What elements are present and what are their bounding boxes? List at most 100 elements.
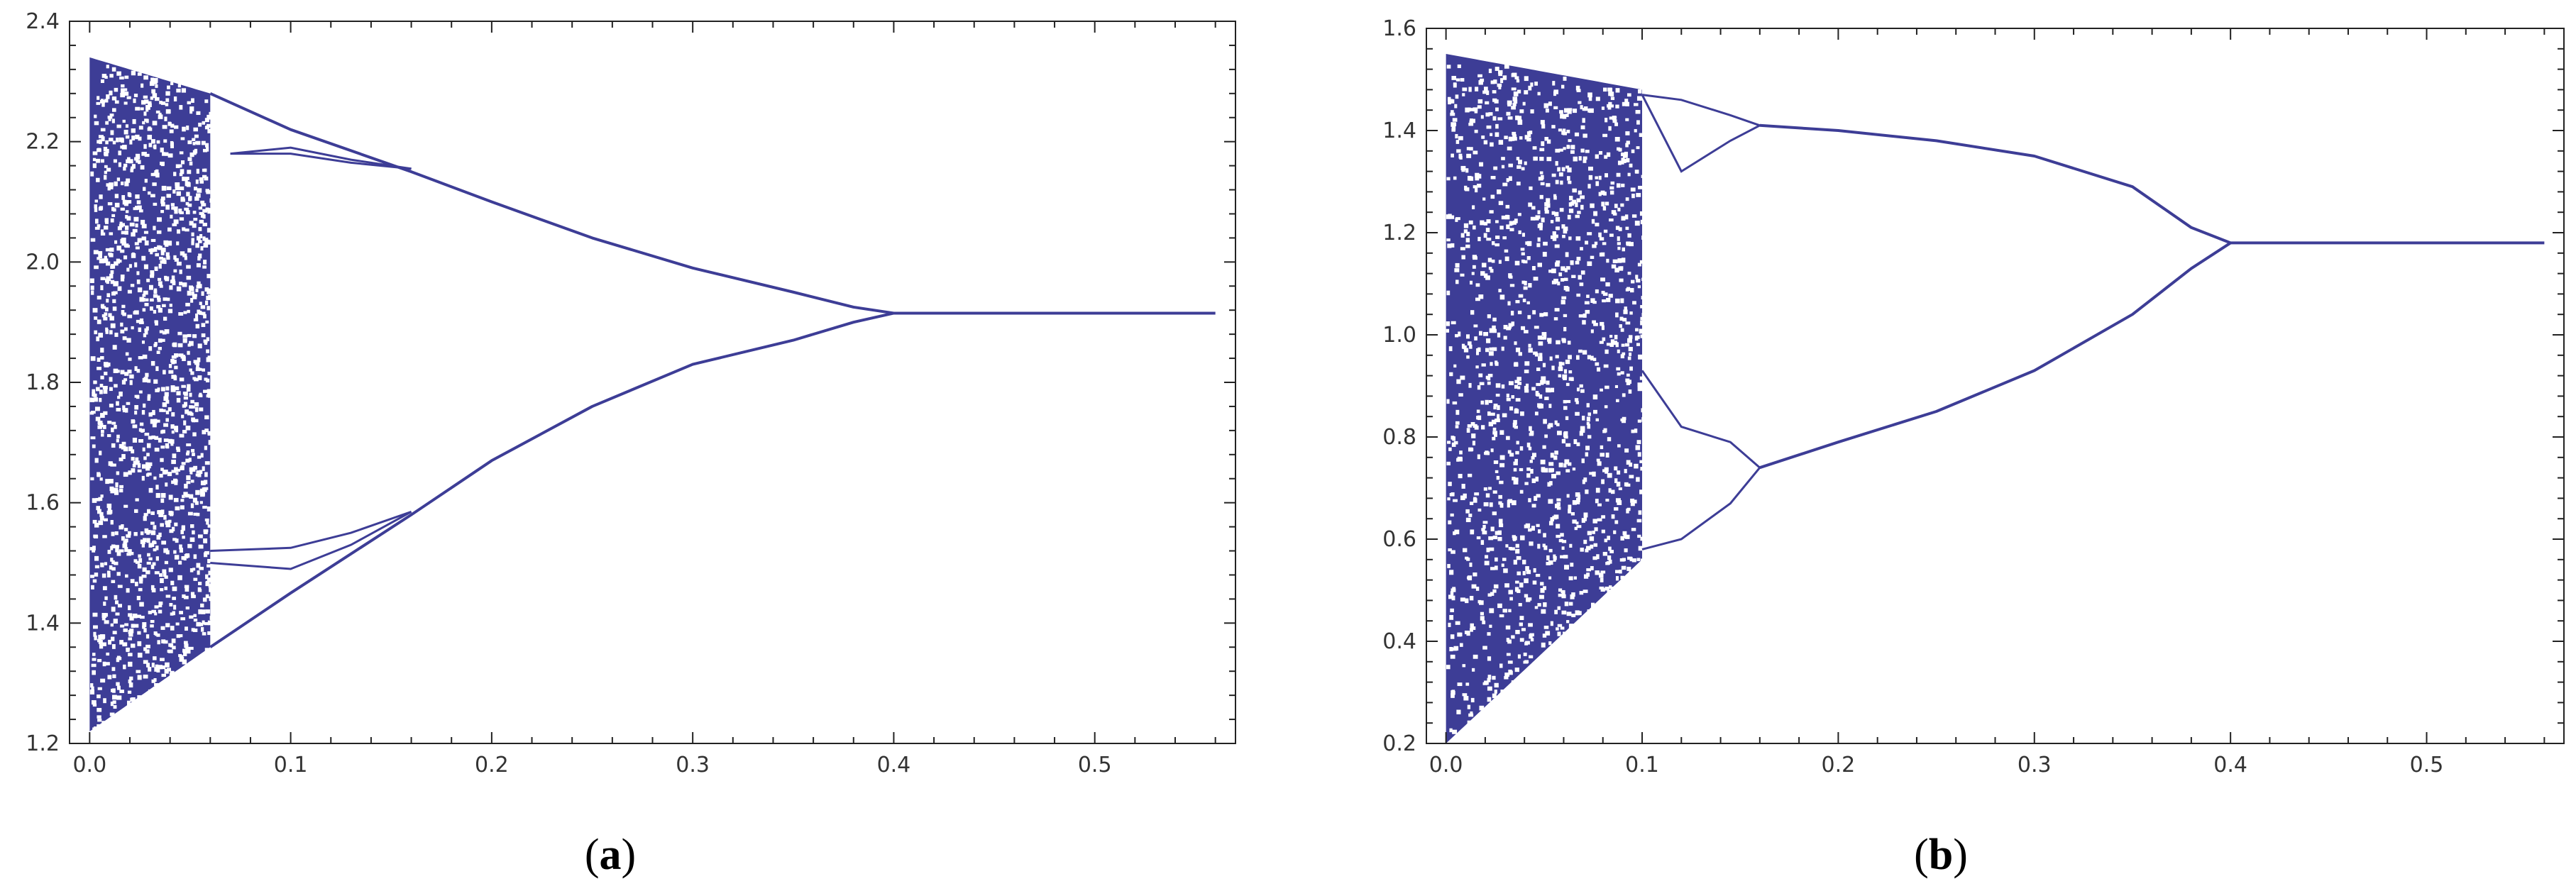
gap-mark — [1459, 450, 1463, 455]
gap-mark — [1552, 231, 1556, 236]
gap-mark — [92, 579, 97, 583]
gap-mark — [180, 197, 185, 200]
gap-mark — [1606, 561, 1611, 565]
gap-mark — [1546, 198, 1551, 204]
gap-mark — [1639, 260, 1644, 264]
gap-mark — [1450, 654, 1455, 659]
gap-mark — [1486, 338, 1491, 343]
gap-mark — [1566, 494, 1570, 498]
gap-mark — [1597, 461, 1602, 466]
gap-mark — [176, 633, 181, 638]
gap-mark — [110, 280, 115, 284]
gap-mark — [1446, 461, 1451, 466]
gap-mark — [1558, 588, 1563, 592]
gap-mark — [1544, 434, 1548, 438]
gap-mark — [1625, 483, 1631, 487]
gap-mark — [1592, 301, 1597, 304]
gap-mark — [100, 229, 104, 234]
gap-mark — [1483, 273, 1488, 278]
gap-mark — [1490, 412, 1495, 416]
gap-mark — [1448, 346, 1453, 351]
gap-mark — [194, 402, 199, 406]
gap-mark — [1604, 405, 1608, 409]
gap-mark — [1599, 572, 1604, 578]
gap-mark — [1475, 586, 1480, 591]
gap-mark — [184, 207, 189, 211]
gap-mark — [199, 488, 204, 494]
gap-mark — [1626, 140, 1630, 145]
gap-mark — [1601, 515, 1606, 519]
gap-mark — [138, 160, 141, 165]
gap-mark — [177, 343, 183, 348]
gap-mark — [145, 570, 150, 575]
gap-mark — [174, 555, 180, 560]
gap-mark — [208, 570, 214, 575]
gap-mark — [1561, 438, 1566, 444]
gap-mark — [123, 628, 128, 632]
gap-mark — [1552, 237, 1557, 241]
gap-mark — [1602, 292, 1608, 297]
gap-mark — [1463, 548, 1468, 553]
gap-mark — [1511, 73, 1515, 77]
gap-mark — [1564, 277, 1568, 282]
gap-mark — [166, 186, 172, 191]
gap-mark — [1555, 161, 1558, 166]
gap-mark — [1611, 210, 1617, 214]
gap-mark — [1488, 351, 1494, 356]
gap-mark — [1625, 321, 1631, 325]
gap-mark — [1460, 597, 1465, 602]
gap-mark — [112, 700, 116, 704]
gap-mark — [1609, 343, 1614, 347]
gap-mark — [122, 405, 126, 411]
y-tick-label: 0.4 — [1382, 629, 1416, 654]
period-loop-lower — [1641, 467, 1761, 550]
gap-mark — [1622, 352, 1626, 355]
gap-mark — [1559, 110, 1563, 114]
gap-mark — [143, 111, 147, 116]
gap-mark — [1548, 641, 1552, 646]
gap-mark — [1529, 633, 1534, 637]
gap-mark — [202, 597, 207, 602]
gap-mark — [170, 612, 174, 616]
gap-mark — [142, 354, 148, 359]
gap-mark — [159, 284, 163, 288]
gap-mark — [181, 88, 187, 93]
gap-mark — [120, 207, 125, 211]
gap-mark — [205, 320, 209, 323]
gap-mark — [109, 377, 113, 382]
gap-mark — [1495, 393, 1500, 397]
gap-mark — [1590, 255, 1595, 260]
gap-mark — [203, 339, 208, 343]
gap-mark — [170, 388, 176, 392]
gap-mark — [177, 84, 181, 88]
gap-mark — [160, 509, 165, 514]
gap-mark — [195, 313, 199, 319]
gap-mark — [1622, 247, 1625, 252]
gap-mark — [114, 332, 119, 337]
gap-mark — [116, 685, 121, 690]
gap-mark — [117, 585, 123, 588]
gap-mark — [1537, 223, 1541, 228]
gap-mark — [1602, 87, 1607, 92]
gap-mark — [159, 101, 163, 104]
gap-mark — [116, 434, 120, 438]
gap-mark — [167, 240, 172, 246]
x-tick-label: 0.4 — [877, 753, 911, 777]
gap-mark — [1513, 91, 1519, 96]
gap-mark — [1512, 422, 1517, 428]
gap-mark — [125, 538, 128, 543]
gap-mark — [1620, 575, 1624, 580]
gap-mark — [182, 356, 186, 361]
gap-mark — [100, 678, 106, 683]
gap-mark — [194, 197, 199, 201]
gap-mark — [1451, 442, 1456, 447]
gap-mark — [170, 140, 174, 146]
gap-mark — [1490, 194, 1495, 199]
gap-mark — [1453, 441, 1458, 445]
gap-mark — [143, 647, 147, 651]
gap-mark — [165, 103, 169, 106]
gap-mark — [209, 616, 215, 620]
gap-mark — [1502, 609, 1508, 613]
gap-mark — [1495, 236, 1500, 239]
gap-mark — [131, 697, 136, 702]
